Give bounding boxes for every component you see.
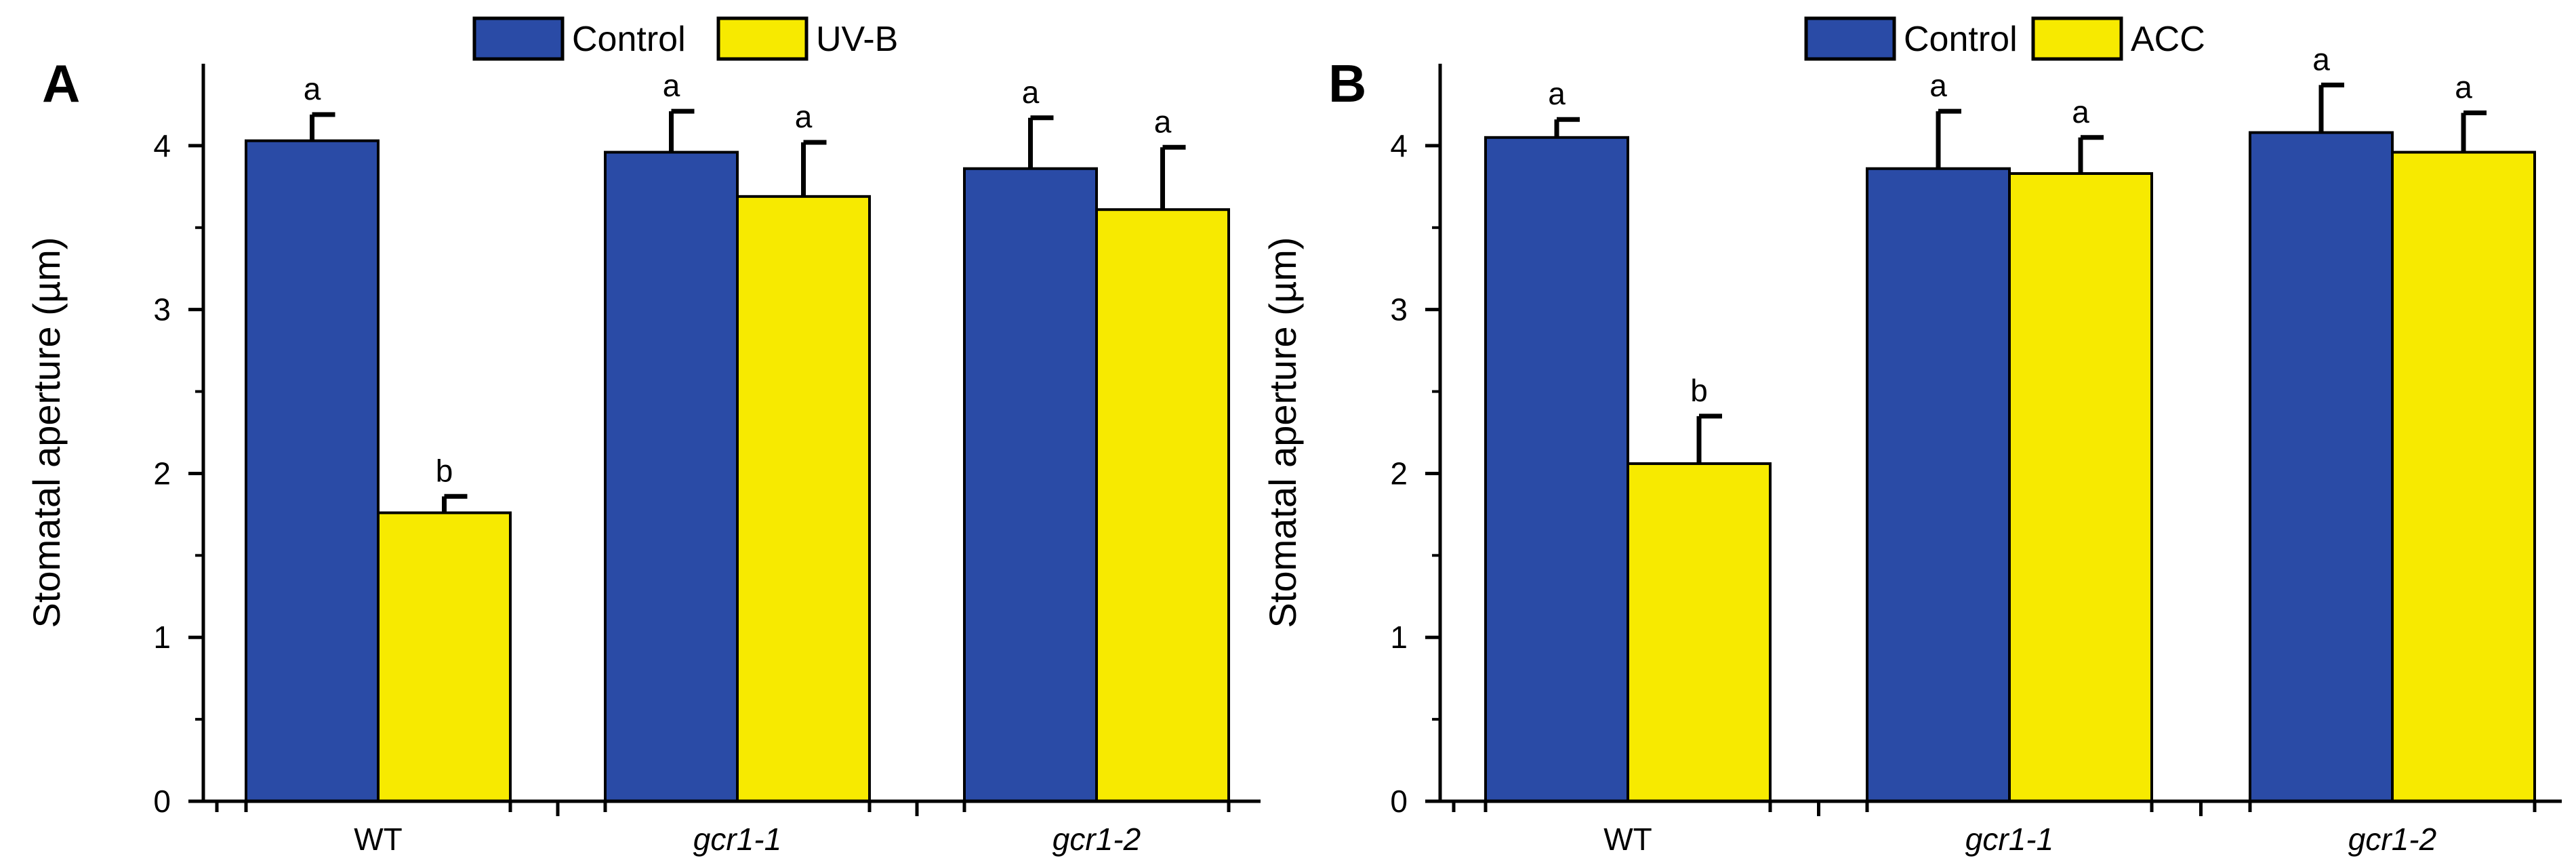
legend-swatch-control	[472, 16, 565, 61]
significance-letter: b	[436, 453, 453, 488]
y-tick-label: 3	[1390, 292, 1408, 327]
legend-label-control: Control	[1904, 20, 2018, 59]
legend-label-acc: ACC	[2131, 20, 2205, 59]
bar-uv-b-gcr1-2	[1095, 208, 1230, 803]
panel-label: B	[1328, 54, 1366, 113]
bar-acc-wt	[1627, 462, 1772, 803]
x-tick-label: gcr1-2	[2348, 822, 2436, 857]
bar-uv-b-gcr1-1	[736, 195, 871, 803]
y-axis-label: Stomatal aperture (µm)	[1261, 237, 1304, 628]
y-tick-label: 2	[153, 456, 171, 491]
significance-letter: a	[795, 99, 813, 134]
y-tick-label: 2	[1390, 456, 1408, 491]
x-tick-label: WT	[1603, 822, 1652, 857]
significance-letter: a	[1154, 104, 1172, 139]
bar-acc-gcr1-2	[2391, 150, 2536, 803]
bar-acc-gcr1-1	[2008, 172, 2153, 803]
bar-control-gcr1-1	[1866, 167, 2011, 803]
significance-letter: a	[2072, 94, 2089, 129]
y-tick-label: 0	[153, 784, 171, 819]
y-tick-label: 3	[153, 292, 171, 327]
significance-letter: a	[2312, 41, 2330, 77]
y-tick-label: 4	[1390, 128, 1408, 163]
legend-swatch-uv-b	[716, 16, 809, 61]
legend-swatch-control	[1804, 16, 1896, 61]
y-tick-label: 1	[1390, 620, 1408, 655]
significance-letter: a	[304, 71, 321, 106]
bar-control-gcr1-2	[2249, 131, 2394, 803]
panel-label: A	[42, 54, 80, 113]
x-tick-label: gcr1-1	[1965, 822, 2053, 857]
significance-letter: a	[2455, 70, 2472, 105]
significance-letter: a	[663, 68, 680, 103]
y-tick-label: 1	[153, 620, 171, 655]
y-axis-label: Stomatal aperture (µm)	[25, 237, 68, 628]
bar-control-wt	[1484, 136, 1629, 803]
x-tick-label: gcr1-1	[693, 822, 781, 857]
panel-a: A Stomatal aperture (µm) a a a b a a 0 1 2 3 4 WT gcr1…	[25, 16, 1261, 857]
significance-letter: a	[1929, 68, 1947, 103]
legend-label-uv-b: UV-B	[816, 20, 898, 59]
y-tick-label: 4	[153, 128, 171, 163]
bar-control-gcr1-1	[604, 150, 739, 803]
bar-control-wt	[245, 139, 380, 803]
legend-label-control: Control	[572, 20, 686, 59]
x-tick-label: gcr1-2	[1052, 822, 1141, 857]
panel-b: B Stomatal aperture (µm) a a a b a a 0 1 2 3 4 WT gcr1…	[1261, 16, 2562, 857]
y-tick-label: 0	[1390, 784, 1408, 819]
significance-letter: b	[1690, 373, 1708, 408]
legend-swatch-acc	[2031, 16, 2123, 61]
bar-uv-b-wt	[377, 511, 512, 803]
significance-letter: a	[1548, 76, 1566, 111]
x-tick-label: WT	[354, 822, 403, 857]
significance-letter: a	[1022, 75, 1040, 110]
bar-control-gcr1-2	[963, 167, 1098, 803]
